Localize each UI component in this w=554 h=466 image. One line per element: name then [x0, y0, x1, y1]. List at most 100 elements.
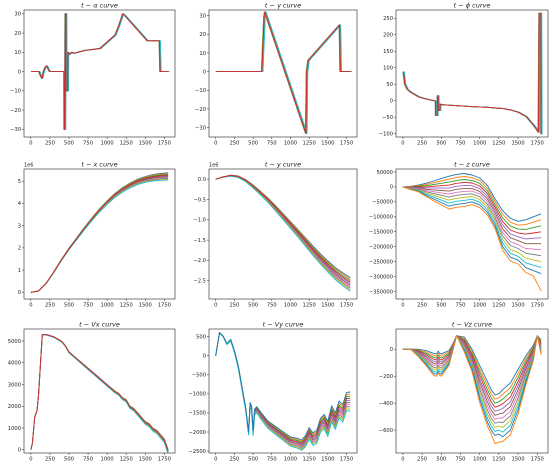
y-tick-label: 5000: [8, 339, 21, 345]
series-line-4: [402, 335, 542, 412]
y-tick-label: 1000: [8, 426, 21, 432]
series-line-3: [30, 174, 169, 293]
series-line-1: [30, 173, 169, 293]
y-tick-label: −1000: [188, 392, 206, 398]
y-tick-label: −1500: [188, 411, 206, 417]
series-line-9: [32, 13, 170, 130]
series-line-4: [215, 175, 351, 284]
y-tick-label: 30: [14, 12, 21, 18]
x-tick-label: 750: [83, 457, 93, 463]
series-line-0: [215, 174, 351, 278]
subplot-title: t − x curve: [81, 161, 117, 169]
x-tick-label: 1000: [101, 141, 114, 147]
y-tick-label: 3: [18, 223, 21, 229]
x-tick-label: 750: [267, 141, 277, 147]
y-tick-label: −30: [195, 125, 206, 131]
y-tick-label: −250000: [369, 259, 393, 265]
x-tick-label: 250: [417, 457, 427, 463]
y-tick-label: 0: [390, 347, 393, 353]
subplot-8: t − Vz curve 0 250 500 750 1000 1250 1500 1750 −6…: [379, 321, 549, 463]
x-tick-label: 1750: [340, 457, 353, 463]
x-tick-label: 500: [248, 457, 258, 463]
x-tick-label: 1250: [120, 457, 133, 463]
y-tick-label: 250: [383, 16, 393, 22]
x-tick-label: 1500: [139, 141, 152, 147]
x-tick-label: 1750: [158, 303, 171, 309]
y-tick-label: −20: [195, 107, 206, 113]
series-line-3: [402, 335, 542, 408]
x-tick-label: 1250: [492, 141, 505, 147]
series-line-7: [402, 335, 542, 424]
x-tick-label: 1500: [321, 303, 334, 309]
series-line-0: [402, 12, 542, 135]
x-tick-label: 750: [456, 141, 466, 147]
x-tick-label: 500: [64, 303, 74, 309]
x-tick-label: 1500: [511, 457, 524, 463]
x-tick-label: 0: [401, 457, 404, 463]
y-tick-label: 30: [199, 13, 206, 19]
y-tick-label: −2.0: [193, 258, 206, 264]
series-line-11: [402, 186, 542, 292]
subplot-4: t − y curve 0 250 500 750 1000 1250 1500 1750 −2.…: [193, 161, 358, 309]
x-tick-label: 1000: [473, 457, 486, 463]
axes-frame: [208, 328, 358, 454]
series-line-10: [402, 335, 542, 438]
series-group: [30, 333, 169, 453]
x-tick-label: 750: [83, 303, 93, 309]
x-tick-label: 1250: [120, 303, 133, 309]
x-tick-label: 0: [214, 457, 217, 463]
series-line-9: [30, 334, 169, 453]
y-tick-label: −350000: [369, 289, 393, 295]
y-tick-label: −2000: [188, 430, 206, 436]
y-tick-label: 4000: [8, 361, 21, 367]
series-line-9: [215, 332, 351, 451]
y-tick-label: −1.0: [193, 218, 206, 224]
y-tick-label: −100: [379, 132, 393, 138]
series-line-7: [402, 186, 542, 257]
y-tick-label: −20: [10, 108, 21, 114]
series-line-6: [216, 11, 352, 134]
y-tick-label: 200: [383, 33, 393, 39]
x-tick-label: 1500: [321, 141, 334, 147]
subplot-1: t − γ curve 0 250 500 750 1000 1250 1500 1750 −30…: [195, 2, 358, 147]
subplot-7: t − Vy curve 0 250 500 750 1000 1250 1500 1750 −2…: [188, 321, 358, 463]
y-tick-label: 0: [18, 69, 21, 75]
y-tick-label: −300000: [369, 274, 393, 280]
axes-frame: [23, 168, 176, 300]
x-tick-label: 1000: [473, 303, 486, 309]
series-line-2: [402, 12, 542, 135]
series-line-7: [403, 12, 543, 135]
x-tick-label: 0: [214, 303, 217, 309]
x-tick-label: 500: [436, 141, 446, 147]
y-tick-label: 0.0: [198, 177, 206, 183]
series-line-9: [403, 12, 543, 135]
series-line-3: [30, 334, 169, 452]
series-group: [402, 12, 543, 135]
x-tick-label: 250: [229, 141, 239, 147]
series-line-5: [216, 11, 352, 134]
series-group: [402, 173, 542, 292]
series-line-1: [30, 334, 169, 451]
series-line-4: [30, 334, 169, 452]
series-line-0: [30, 333, 169, 450]
subplot-title: t − α curve: [81, 2, 118, 10]
x-tick-label: 1500: [511, 303, 524, 309]
series-group: [215, 332, 351, 451]
x-tick-label: 250: [229, 457, 239, 463]
axes-frame: [208, 168, 358, 300]
x-tick-label: 1250: [303, 457, 316, 463]
y-tick-label: −2.5: [193, 279, 206, 285]
x-tick-label: 250: [45, 457, 55, 463]
y-tick-label: 50: [386, 82, 393, 88]
series-line-1: [402, 176, 542, 226]
x-tick-label: 500: [436, 303, 446, 309]
series-line-2: [402, 335, 542, 404]
y-tick-label: −500: [192, 373, 206, 379]
x-tick-label: 250: [45, 303, 55, 309]
x-tick-label: 500: [436, 457, 446, 463]
series-line-6: [215, 175, 351, 288]
y-tick-label: −30: [10, 127, 21, 133]
series-line-7: [215, 332, 351, 449]
series-line-2: [216, 11, 351, 134]
series-group: [30, 172, 169, 293]
